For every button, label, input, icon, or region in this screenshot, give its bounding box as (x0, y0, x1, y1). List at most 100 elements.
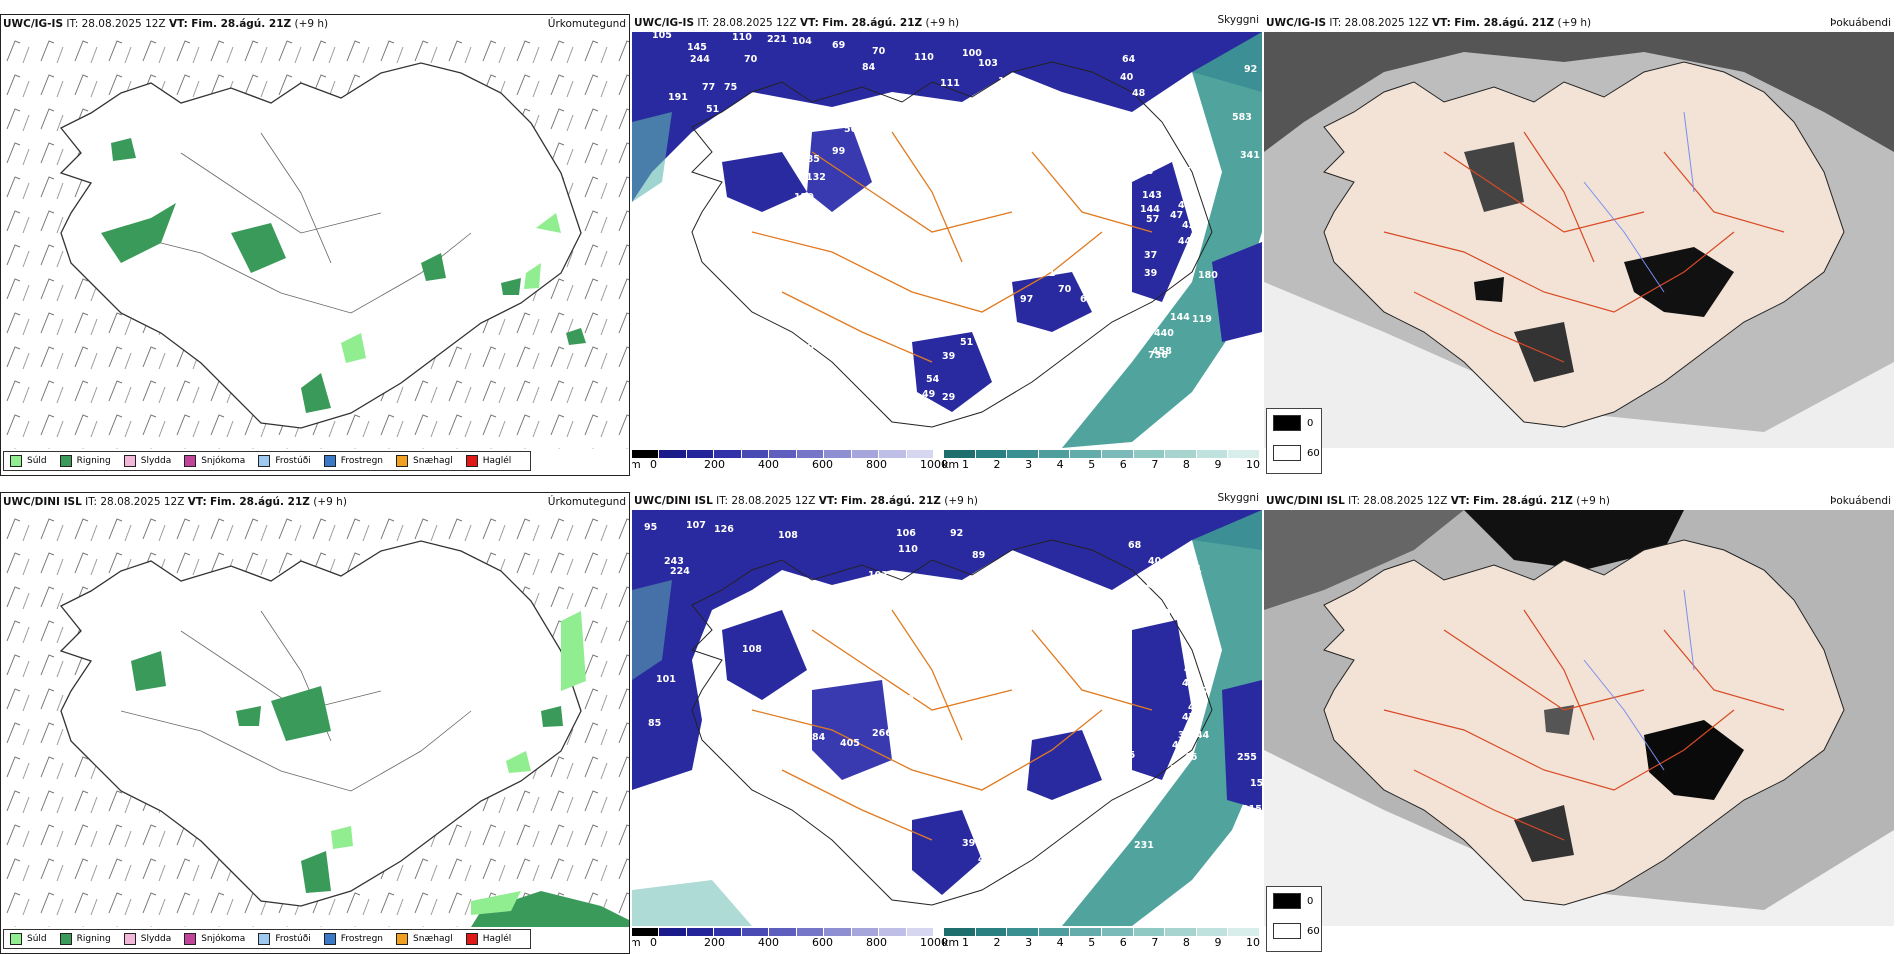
ceiling-label: 46 (1184, 664, 1198, 675)
ceiling-label: 150 (1250, 778, 1262, 789)
ceiling-label: 51 (960, 337, 973, 348)
ceiling-label: 50 (844, 124, 858, 135)
legend-item: Slydda (123, 455, 171, 467)
ceiling-label: 38 (1170, 764, 1184, 775)
colorbar-tick: 0 (650, 458, 657, 471)
colorbar-tick: 4 (1056, 936, 1064, 949)
colorbar-tick: 7 (1151, 458, 1159, 471)
colorbar-segment (714, 928, 742, 936)
colorbar-tick: 9 (1214, 936, 1222, 949)
ceiling-label: 92 (1244, 64, 1257, 75)
ceiling-label: 29 (942, 392, 955, 403)
ceiling-label: 49 (922, 389, 935, 400)
colorbar-tick: 6 (1119, 936, 1127, 949)
fog-map (1264, 510, 1894, 926)
ceiling-label: 57 (1146, 214, 1159, 225)
ceiling-label: 104 (792, 36, 812, 47)
ceiling-label: 458 (1152, 346, 1172, 357)
colorbar-tick: 5 (1088, 458, 1096, 471)
legend-item: Snjókoma (184, 933, 245, 945)
ceiling-label: 185 (800, 154, 820, 165)
ceiling-label: 110 (898, 544, 918, 555)
legend-item: Slydda (123, 933, 171, 945)
colorbar-segment (686, 928, 715, 936)
colorbar-segment (1196, 450, 1229, 458)
ceiling-label: 341 (1240, 150, 1260, 161)
ceiling-label: 52 (704, 224, 717, 235)
ceiling-label: 72 (888, 224, 901, 235)
ceiling-label: 243 (664, 556, 684, 567)
colorbar-segment (944, 928, 976, 936)
colorbar-tick: 6 (1119, 458, 1127, 471)
panel-param: Úrkomutegund (547, 496, 626, 508)
ceiling-label: 97 (1020, 294, 1033, 305)
ceiling-label: 65 (858, 204, 871, 215)
colorbar-segment (1165, 450, 1197, 458)
ceiling-label: 45 (1178, 166, 1191, 177)
colorbar-tick: 2 (993, 458, 1001, 471)
panel-title: UWC/IG-IS IT: 28.08.2025 12Z VT: Fim. 28… (1266, 17, 1592, 29)
ceiling-label: 611 (1182, 564, 1202, 575)
ceiling-label: 54 (926, 374, 940, 385)
legend-item: Frostregn (323, 933, 383, 945)
colorbar-segment (1196, 928, 1229, 936)
ceiling-label: 85 (648, 718, 661, 729)
ceiling-label: 44 (1178, 236, 1192, 247)
ceiling-label: 37 (1144, 250, 1157, 261)
ceiling-label: 99 (832, 146, 845, 157)
ceiling-label: 83 (804, 590, 817, 601)
ceiling-label: 244 (690, 54, 710, 65)
ceiling-label: 44 (1182, 678, 1196, 689)
ceiling-label: 40 (1148, 556, 1162, 567)
ceiling-label: 108 (740, 598, 760, 609)
colorbar-tick: 600 (812, 936, 833, 949)
ceiling-label: 231 (1134, 840, 1154, 851)
colorbar-tick: 10 (1246, 458, 1260, 471)
colorbar-tick: 3 (1025, 936, 1033, 949)
ceiling-label: 100 (962, 48, 982, 59)
ceiling-label: 42 (1182, 220, 1195, 231)
ceiling-label: 144 (1140, 204, 1160, 215)
colorbar-segment (1133, 450, 1166, 458)
ceiling-label: 53 (888, 236, 901, 247)
ceiling-label: 29 (1062, 326, 1075, 337)
panel-title: UWC/DINI ISL IT: 28.08.2025 12Z VT: Fim.… (1266, 495, 1610, 507)
ceiling-label: 144 (1170, 312, 1190, 323)
colorbar-segment (1228, 450, 1260, 458)
panel-title: UWC/DINI ISL IT: 28.08.2025 12Z VT: Fim.… (634, 495, 978, 507)
ceiling-label: 81 (1006, 558, 1019, 569)
colorbar-segment (1101, 928, 1134, 936)
fog-panel-bottom: UWC/DINI ISL IT: 28.08.2025 12Z VT: Fim.… (1264, 492, 1894, 954)
legend-item: Rigning (59, 933, 111, 945)
legend-item: Snjókoma (184, 455, 245, 467)
colorbar-tick: 0 (650, 936, 657, 949)
fog-legend: 0 60 (1266, 886, 1322, 952)
colorbar-tick: 200 (704, 458, 725, 471)
ceiling-label: 103 (978, 58, 998, 69)
colorbar-segment (796, 928, 825, 936)
colorbar-segment (1007, 450, 1039, 458)
precip-legend: Súld Rigning Slydda Snjókoma Frostúði Fr… (3, 451, 532, 471)
ceiling-label: 92 (950, 528, 963, 539)
precip-map (1, 33, 629, 449)
colorbar-tick: 10 (1246, 936, 1260, 949)
colorbar-tick: 600 (812, 458, 833, 471)
ceiling-label: 440 (1154, 328, 1174, 339)
ceiling-label: 97 (1164, 608, 1177, 619)
cloud-map: 105 145 110 221 104 69 70 110 100 103 64 92 191 244 84… (632, 32, 1262, 448)
colorbar-segment (1228, 928, 1260, 936)
colorbar-tick: 3 (1025, 458, 1033, 471)
colorbar-segment (1007, 928, 1039, 936)
ceiling-label: 39 (1144, 268, 1157, 279)
colorbar-segment (975, 450, 1008, 458)
panel-param: Þokuábendi (1830, 495, 1891, 507)
colorbar-tick: 1 (962, 936, 969, 949)
ceiling-label: 70 (744, 54, 758, 65)
ceiling-label: 126 (714, 524, 734, 535)
ceiling-label: 316 (1132, 314, 1152, 325)
drizzle-areas (341, 213, 561, 363)
ceiling-label: 41 (1188, 702, 1201, 713)
colorbar-tick: 5 (1088, 936, 1096, 949)
ceiling-label: 89 (972, 550, 985, 561)
